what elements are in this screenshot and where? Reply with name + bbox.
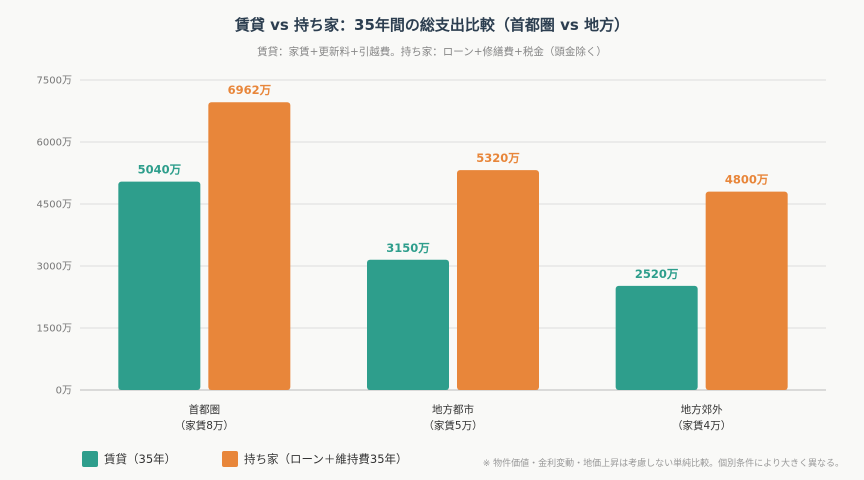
data-label: 5040万 — [138, 163, 182, 177]
y-tick-label: 3000万 — [37, 262, 72, 273]
bar — [615, 285, 698, 390]
data-label: 6962万 — [228, 83, 272, 97]
y-tick-label: 1500万 — [37, 324, 72, 335]
y-tick-label: 6000万 — [37, 138, 72, 149]
y-tick-label: 4500万 — [37, 200, 72, 211]
x-tick-label: 首都圏 — [189, 403, 221, 416]
y-tick-label: 0万 — [56, 386, 72, 397]
bar — [705, 191, 788, 390]
y-tick-label: 7500万 — [37, 76, 72, 87]
data-label: 2520万 — [635, 267, 679, 281]
x-tick-label: （家賃8万） — [175, 419, 234, 432]
legend-swatch-rent — [82, 451, 98, 467]
bar — [118, 181, 201, 390]
data-label: 3150万 — [386, 241, 430, 255]
data-label: 4800万 — [725, 173, 769, 187]
x-tick-label: （家賃5万） — [423, 419, 482, 432]
legend-label-rent: 賃貸（35年） — [104, 452, 177, 466]
legend-swatch-own — [222, 451, 238, 467]
x-tick-label: 地方郊外 — [681, 403, 723, 416]
data-label: 5320万 — [476, 151, 520, 165]
legend-item-own: 持ち家（ローン＋維持費35年） — [222, 450, 408, 468]
x-tick-label: 地方都市 — [432, 403, 474, 416]
chart-note: ※ 物件価値・金利変動・地価上昇は考慮しない単純比較。個別条件により大きく異なる… — [482, 459, 844, 469]
bar — [208, 102, 291, 390]
legend-item-rent: 賃貸（35年） — [82, 450, 176, 468]
chart-title: 賃貸 vs 持ち家：35年間の総支出比較（首都圏 vs 地方） — [234, 16, 630, 34]
bar — [367, 259, 449, 390]
x-tick-label: （家賃4万） — [672, 419, 731, 432]
chart-subtitle: 賃貸：家賃+更新料+引越費。持ち家：ローン+修繕費+税金（頭金除く） — [257, 46, 607, 58]
legend-label-own: 持ち家（ローン＋維持費35年） — [244, 452, 408, 466]
bar — [457, 170, 539, 390]
